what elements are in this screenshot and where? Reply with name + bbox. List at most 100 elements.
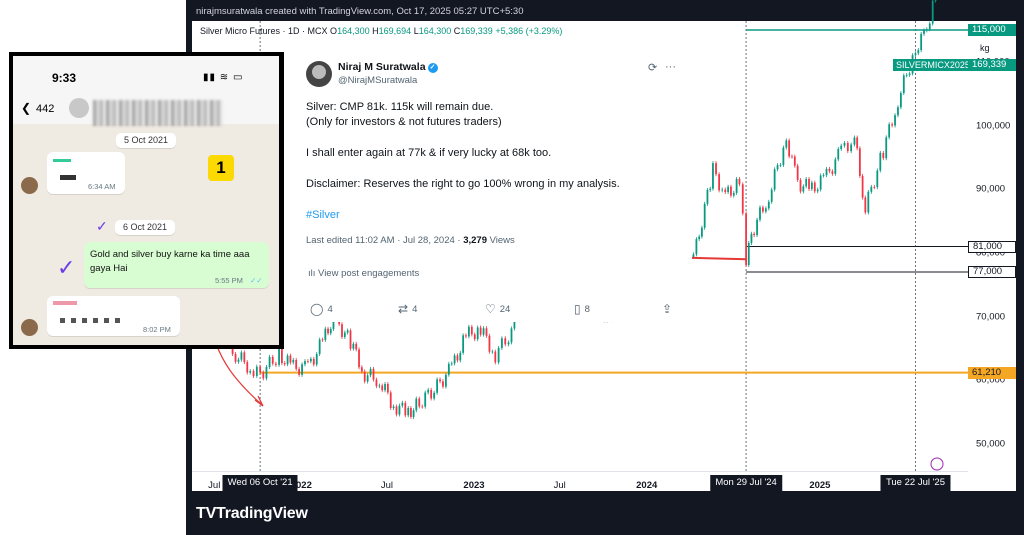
sender-avatar-3[interactable] (21, 319, 38, 336)
open-label: O (330, 26, 338, 36)
tweet-views-count: 3,279 (463, 235, 487, 246)
sender-avatar-1[interactable] (21, 177, 38, 194)
candle-body (773, 169, 776, 190)
candle-body (410, 408, 412, 417)
repost-count: 4 (412, 303, 418, 315)
candle-body (834, 159, 837, 174)
candle-body (415, 398, 418, 411)
candle-body (234, 354, 237, 362)
tweet-edited-time[interactable]: Last edited 11:02 AM · Jul 28, 2024 · (306, 235, 464, 246)
tradingview-logo-text: TradingView (216, 505, 308, 522)
candle-body (262, 372, 265, 379)
reply-count: 4 (327, 303, 333, 315)
candle-body (762, 207, 764, 212)
candle-body (692, 254, 695, 258)
candle-body (828, 168, 831, 172)
low-value: 164,300 (418, 26, 452, 36)
bookmark-count: 8 (584, 303, 590, 315)
candle-body (240, 352, 243, 360)
candle-body (799, 179, 802, 192)
candle-body (315, 354, 318, 365)
candle-body (378, 385, 381, 387)
candle-body (442, 381, 444, 387)
candle-body (476, 327, 479, 340)
tweet-hashtag[interactable]: #Silver (306, 209, 340, 221)
symbol-price-label: SILVERMICX2025 (893, 59, 973, 71)
candle-body (398, 405, 401, 415)
candle-body (891, 124, 894, 126)
candle-body (888, 124, 891, 138)
candle-body (813, 182, 816, 192)
candle-body (427, 389, 430, 393)
candle-body (404, 402, 407, 416)
view-engagements-link[interactable]: ılı View post engagements (308, 268, 419, 279)
share-button[interactable]: ⇪ (662, 302, 672, 316)
candle-body (876, 170, 879, 188)
candle-body (759, 207, 761, 220)
candle-body (321, 339, 324, 341)
candle-body (831, 171, 834, 174)
candle-body (867, 191, 870, 213)
x-tick-label: 2022 (290, 480, 312, 491)
candle-body (856, 137, 859, 149)
candle-body (384, 383, 386, 391)
tweet-meta: Last edited 11:02 AM · Jul 28, 2024 · 3,… (306, 235, 515, 246)
candle-body (905, 74, 908, 76)
symbol-legend[interactable]: Silver Micro Futures · 1D · MCX O164,300… (200, 26, 562, 36)
reply-icon: ◯ (310, 302, 324, 316)
candle-body (389, 392, 392, 409)
candle-body (931, 0, 934, 24)
candle-body (421, 406, 424, 408)
tweet-avatar[interactable] (306, 61, 332, 87)
group-avatar[interactable] (69, 98, 89, 118)
candle-body (730, 186, 732, 196)
candle-body (445, 374, 447, 387)
candle-body (271, 356, 274, 364)
candle-body (491, 351, 494, 353)
candle-body (265, 367, 268, 379)
back-icon[interactable]: ❮ (21, 101, 32, 115)
candle-body (289, 355, 292, 363)
grok-icon[interactable]: ⟳ (648, 62, 658, 74)
redacted-group-name[interactable] (93, 100, 223, 126)
heart-icon: ♡ (485, 302, 496, 316)
date-chip-2: 6 Oct 2021 (115, 220, 176, 235)
close-value: 169,339 (460, 26, 493, 36)
candle-body (504, 338, 507, 345)
candle-body (375, 379, 378, 387)
phone-status-bar (13, 56, 279, 96)
candle-body (724, 189, 727, 193)
candle-body (318, 339, 321, 355)
unread-count[interactable]: 442 (36, 103, 55, 115)
candle-body (721, 189, 724, 191)
candle-body (459, 352, 462, 361)
candle-body (470, 326, 473, 335)
candle-body (312, 358, 315, 365)
candle-body (917, 50, 920, 54)
like-button[interactable]: ♡ 24 (485, 302, 510, 316)
candle-body (764, 208, 767, 212)
candle-body (753, 233, 756, 236)
x-tick-label: Jul (553, 480, 566, 491)
candle-body (341, 324, 343, 337)
open-value: 164,300 (337, 26, 370, 36)
tweet-author[interactable]: Niraj M Suratwala ✓ (338, 61, 438, 73)
candle-body (718, 174, 721, 191)
candle-body (793, 156, 796, 166)
candle-body (816, 189, 819, 192)
more-icon[interactable]: ··· (665, 61, 676, 73)
repost-button[interactable]: ⇄ 4 (398, 302, 417, 316)
tweet-line-4: Disclaimer: Reserves the right to go 100… (306, 178, 620, 190)
message-bubble-2[interactable] (84, 242, 269, 288)
price-badge: 61,210 (968, 366, 1016, 379)
time-scale[interactable] (192, 471, 968, 491)
bookmark-button[interactable]: ▯ 8 (574, 302, 590, 316)
price-badge: 115,000 (968, 23, 1016, 36)
y-tick-label: 80,000 (976, 247, 1006, 259)
candle-body (307, 361, 309, 362)
reply-button[interactable]: ◯ 4 (310, 302, 333, 316)
message-time-1: 6:34 AM (88, 182, 116, 191)
candle-body (864, 197, 867, 213)
candle-body (853, 137, 856, 145)
tweet-handle[interactable]: @NirajMSuratwala (338, 75, 418, 86)
